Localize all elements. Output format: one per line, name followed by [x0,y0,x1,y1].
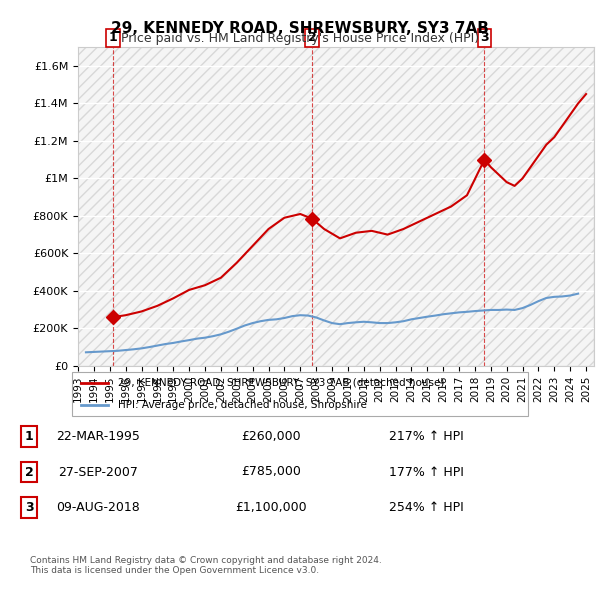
Text: 09-AUG-2018: 09-AUG-2018 [56,501,140,514]
Text: Contains HM Land Registry data © Crown copyright and database right 2024.
This d: Contains HM Land Registry data © Crown c… [30,556,382,575]
Text: 27-SEP-2007: 27-SEP-2007 [58,466,139,478]
Text: 29, KENNEDY ROAD, SHREWSBURY, SY3 7AB: 29, KENNEDY ROAD, SHREWSBURY, SY3 7AB [111,21,489,35]
Text: £1,100,000: £1,100,000 [235,501,307,514]
Text: 2: 2 [308,31,316,44]
Text: £785,000: £785,000 [241,466,301,478]
Text: 254% ↑ HPI: 254% ↑ HPI [389,501,464,514]
Text: 177% ↑ HPI: 177% ↑ HPI [389,466,464,478]
Text: Price paid vs. HM Land Registry's House Price Index (HPI): Price paid vs. HM Land Registry's House … [121,32,479,45]
Text: 3: 3 [480,31,489,44]
Text: £260,000: £260,000 [241,430,301,443]
Text: 1: 1 [109,31,118,44]
Text: 22-MAR-1995: 22-MAR-1995 [56,430,140,443]
Text: 3: 3 [25,501,34,514]
Text: 2: 2 [25,466,34,478]
Text: 217% ↑ HPI: 217% ↑ HPI [389,430,464,443]
Text: 29, KENNEDY ROAD, SHREWSBURY, SY3 7AB (detached house): 29, KENNEDY ROAD, SHREWSBURY, SY3 7AB (d… [118,378,444,388]
Text: HPI: Average price, detached house, Shropshire: HPI: Average price, detached house, Shro… [118,400,367,410]
Text: 1: 1 [25,430,34,443]
